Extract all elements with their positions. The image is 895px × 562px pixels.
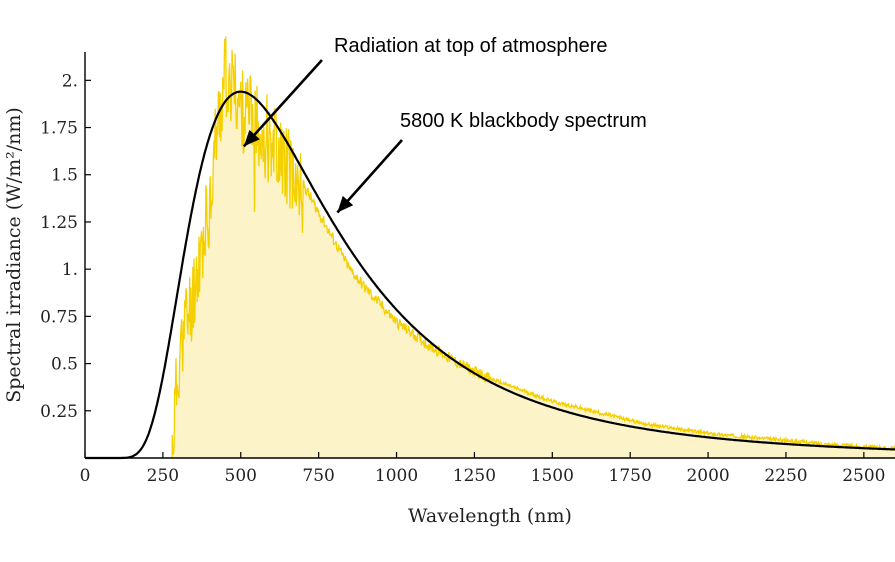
y-tick-label: 1. [62, 260, 78, 280]
toa-spectrum-line [171, 36, 895, 458]
x-tick-label: 1250 [453, 466, 496, 486]
x-tick-label: 1500 [531, 466, 574, 486]
arrow-atmosphere-shaft [242, 59, 323, 148]
y-tick-label: 1.75 [40, 119, 78, 139]
x-tick-label: 750 [302, 466, 334, 486]
blackbody-series [85, 90, 895, 460]
y-ticks: 0.25 0.5 0.75 1. 1.25 1.5 1.75 2. [40, 71, 91, 422]
annotations: Radiation at top of atmosphere 5800 K bl… [242, 35, 647, 214]
x-tick-label: 500 [225, 466, 257, 486]
arrow-blackbody-shaft [336, 139, 403, 214]
blackbody-curve [85, 90, 895, 460]
x-axis-label: Wavelength (nm) [408, 505, 572, 527]
y-tick-label: 2. [62, 71, 78, 91]
toa-fill-area [172, 36, 895, 458]
x-tick-label: 2500 [842, 466, 885, 486]
annotation-atmosphere: Radiation at top of atmosphere [334, 35, 608, 57]
y-axis-label: Spectral irradiance (W/m²/nm) [3, 107, 25, 403]
annotation-blackbody: 5800 K blackbody spectrum [400, 110, 647, 132]
y-tick-label: 0.25 [40, 402, 78, 422]
x-tick-label: 1750 [609, 466, 652, 486]
axes [84, 52, 895, 459]
top-of-atmosphere-series [171, 36, 895, 458]
x-tick-label: 2250 [764, 466, 807, 486]
x-ticks: 0 250 500 750 1000 1250 1500 1750 2000 2250 2500 [80, 452, 885, 486]
x-tick-label: 2000 [686, 466, 729, 486]
x-tick-label: 250 [147, 466, 179, 486]
arrow-blackbody-head [337, 195, 354, 213]
y-tick-label: 1.25 [40, 213, 78, 233]
y-tick-label: 0.5 [51, 355, 78, 375]
x-tick-label: 0 [80, 466, 91, 486]
x-tick-label: 1000 [375, 466, 418, 486]
arrow-atmosphere-head [243, 129, 260, 147]
y-tick-label: 1.5 [51, 166, 78, 186]
y-tick-label: 0.75 [40, 307, 78, 327]
